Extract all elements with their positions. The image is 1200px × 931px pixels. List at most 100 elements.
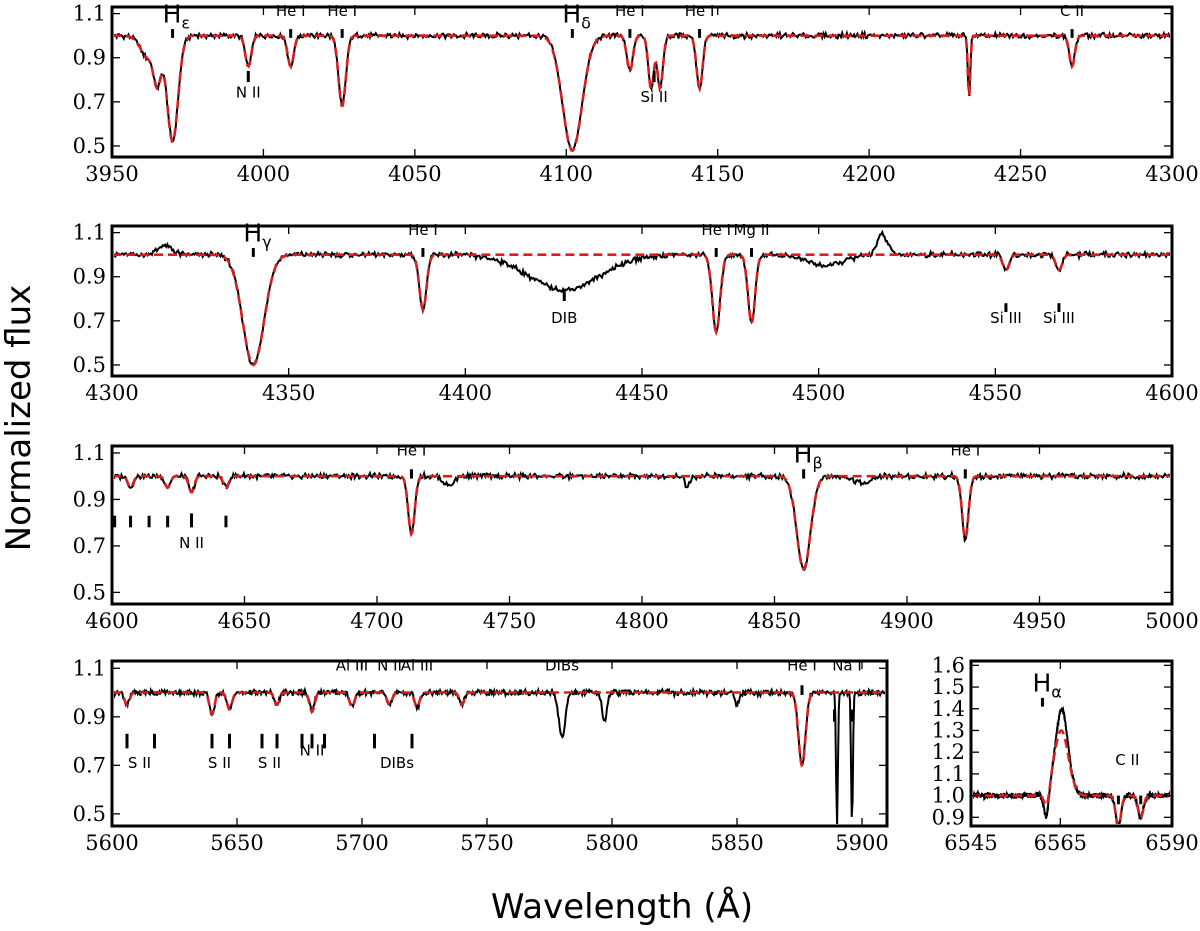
x-tick-label: 5900	[835, 831, 888, 855]
line-id-label: Al III	[336, 657, 368, 675]
y-tick-label: 0.5	[73, 134, 106, 158]
line-id-label: S II	[208, 754, 231, 772]
hydrogen-line-label: Hβ	[794, 439, 823, 472]
y-tick-label: 0.9	[73, 705, 106, 729]
line-id-label: Si III	[1043, 309, 1075, 327]
panel-3: 4600 4650 4700 4750 4800 4850 4900 4950 5000 0.5 0…	[73, 439, 1199, 633]
x-tick-label: 4950	[1013, 609, 1066, 633]
x-axis-title: Wavelength (Å)	[491, 886, 753, 927]
y-tick-label: 0.9	[932, 805, 965, 829]
line-id-label: N II	[236, 83, 261, 101]
x-tick-label: 3950	[85, 162, 138, 186]
panel-2: 4300 4350 4400 4450 4500 4550 4600 0.5 0.7 0.9 1.1…	[73, 218, 1199, 405]
y-tick-label: 1.5	[932, 675, 965, 699]
x-tick-label: 4100	[540, 162, 593, 186]
hydrogen-line-subscript: γ	[262, 232, 271, 251]
x-tick-label: 4250	[994, 162, 1047, 186]
y-tick-label: 1.1	[73, 441, 106, 465]
y-tick-label: 0.5	[73, 353, 106, 377]
observed-spectrum-line	[114, 469, 1170, 572]
y-tick-label: 0.7	[73, 753, 106, 777]
panel-3-frame	[110, 444, 1174, 606]
x-tick-label: 4650	[218, 609, 271, 633]
line-id-label: Si III	[990, 309, 1022, 327]
model-spectrum-line	[973, 729, 1170, 824]
line-id-label: He I	[615, 2, 645, 20]
line-id-label: He I	[685, 2, 715, 20]
y-tick-label: 0.7	[73, 309, 106, 333]
x-tick-label: 6565	[1034, 831, 1087, 855]
x-tick-label: 4050	[388, 162, 441, 186]
model-spectrum-line	[114, 253, 1170, 367]
x-tick-label: 4900	[880, 609, 933, 633]
line-id-label: He I	[327, 2, 357, 20]
hydrogen-line-subscript: ε	[181, 13, 190, 32]
line-id-label: S II	[258, 754, 281, 772]
x-tick-label: 4450	[615, 381, 668, 405]
x-tick-label: 4550	[969, 381, 1022, 405]
y-tick-label: 0.9	[73, 46, 106, 70]
x-tick-label: 4850	[748, 609, 801, 633]
hydrogen-line-label: Hε	[163, 0, 190, 32]
line-id-label: N II	[377, 657, 402, 675]
line-id-label: He I	[408, 221, 438, 239]
line-id-label: He I	[950, 441, 980, 459]
y-axis-title: Normalized flux	[0, 285, 39, 552]
y-tick-label: 1.2	[932, 740, 965, 764]
x-tick-label: 5850	[710, 831, 763, 855]
x-tick-label: 4500	[792, 381, 845, 405]
observed-spectrum-line	[114, 229, 1170, 366]
x-tick-label: 6545	[944, 831, 997, 855]
line-id-label: N II	[179, 534, 204, 552]
line-id-label: DIBs	[380, 754, 414, 772]
line-id-label: He I	[397, 441, 427, 459]
x-tick-label: 4700	[350, 609, 403, 633]
y-tick-label: 1.0	[932, 784, 965, 808]
x-tick-label: 4600	[1145, 381, 1198, 405]
x-tick-label: 5000	[1145, 609, 1198, 633]
line-id-label: He I	[701, 221, 731, 239]
panel-4: 5600 5650 5700 5750 5800 5850 5900 0.5 0.7 0.9 1.1…	[73, 656, 889, 855]
x-tick-label: 4300	[85, 381, 138, 405]
x-tick-label: 4150	[691, 162, 744, 186]
y-tick-label: 0.7	[73, 534, 106, 558]
line-id-label: S II	[128, 754, 151, 772]
hydrogen-line-subscript: δ	[581, 13, 591, 32]
panel-4-frame	[110, 659, 889, 828]
panel-5: 6545 6565 6590 0.91.01.11.21.31.41.51.6 C II…	[932, 653, 1199, 855]
line-id-label: Si II	[640, 88, 667, 106]
y-tick-label: 1.3	[932, 718, 965, 742]
x-tick-label: 4600	[85, 609, 138, 633]
line-id-label: Mg II	[733, 221, 769, 239]
y-tick-label: 1.1	[932, 762, 965, 786]
x-tick-label: 4200	[842, 162, 895, 186]
hydrogen-line-subscript: β	[812, 453, 822, 472]
y-tick-label: 0.5	[73, 802, 106, 826]
x-tick-label: 5650	[210, 831, 263, 855]
x-tick-label: 5800	[585, 831, 638, 855]
hydrogen-line-subscript: α	[1051, 682, 1062, 701]
y-tick-label: 1.6	[932, 653, 965, 677]
x-tick-label: 4350	[262, 381, 315, 405]
y-tick-label: 0.7	[73, 90, 106, 114]
y-tick-label: 0.9	[73, 265, 106, 289]
hydrogen-line-label: Hδ	[562, 0, 591, 32]
y-tick-label: 0.9	[73, 487, 106, 511]
y-tick-label: 0.5	[73, 580, 106, 604]
x-tick-label: 4400	[439, 381, 492, 405]
x-tick-label: 6590	[1145, 831, 1198, 855]
line-id-label: He I	[787, 657, 817, 675]
x-tick-label: 4800	[615, 609, 668, 633]
line-id-label: DIB	[551, 309, 577, 327]
hydrogen-line-label: Hα	[1032, 668, 1061, 701]
model-spectrum-line	[114, 691, 885, 768]
y-tick-label: 1.4	[932, 697, 965, 721]
x-tick-label: 4750	[483, 609, 536, 633]
x-tick-label: 4300	[1145, 162, 1198, 186]
x-tick-label: 5600	[85, 831, 138, 855]
x-tick-label: 4000	[237, 162, 290, 186]
panel-1-frame	[110, 5, 1174, 159]
panel-5-frame	[969, 659, 1174, 828]
line-id-label: DIBs	[545, 657, 579, 675]
